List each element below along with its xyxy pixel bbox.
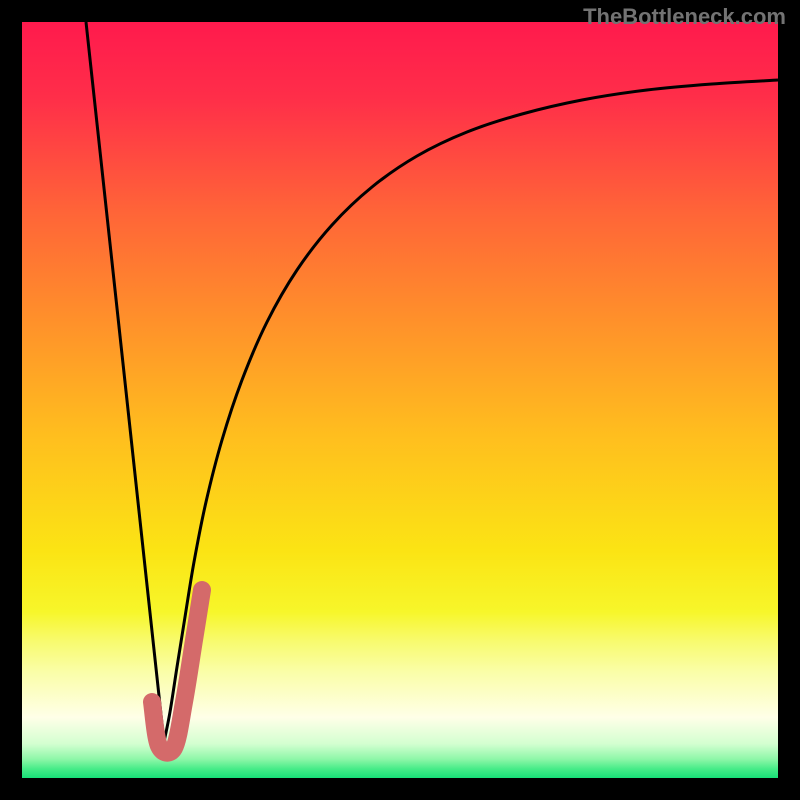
growth-curve <box>164 80 778 742</box>
watermark-text: TheBottleneck.com <box>583 4 786 30</box>
curves-layer <box>22 22 778 778</box>
plot-area <box>22 22 778 778</box>
left-line-curve <box>86 22 164 742</box>
